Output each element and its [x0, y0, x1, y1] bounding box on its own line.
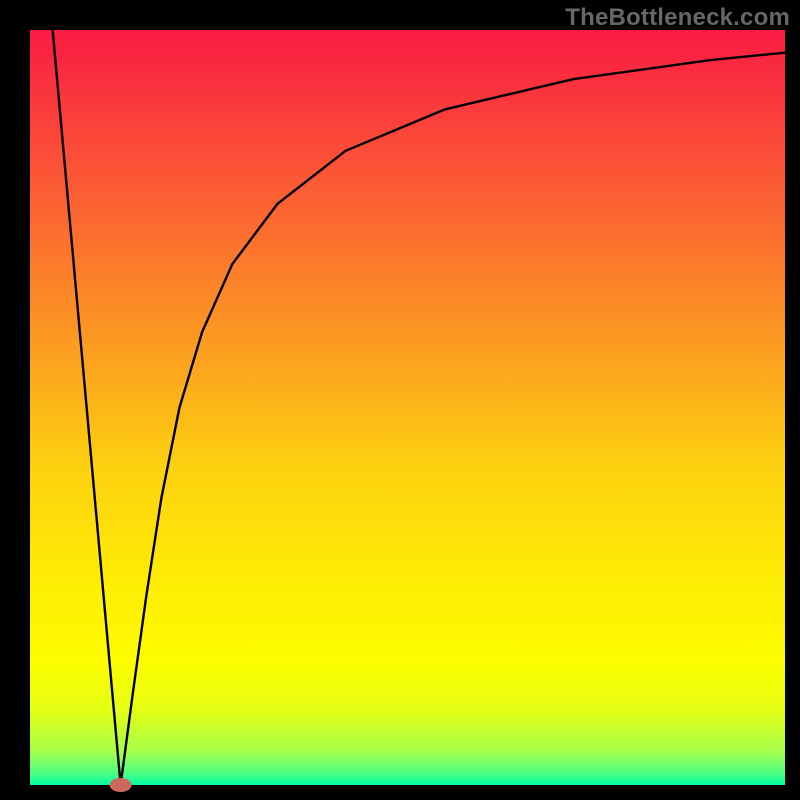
watermark-text: TheBottleneck.com [565, 4, 790, 32]
bottleneck-chart-svg [0, 0, 800, 800]
minimum-marker [110, 778, 132, 792]
chart-stage: TheBottleneck.com [0, 0, 800, 800]
gradient-background [30, 30, 785, 785]
